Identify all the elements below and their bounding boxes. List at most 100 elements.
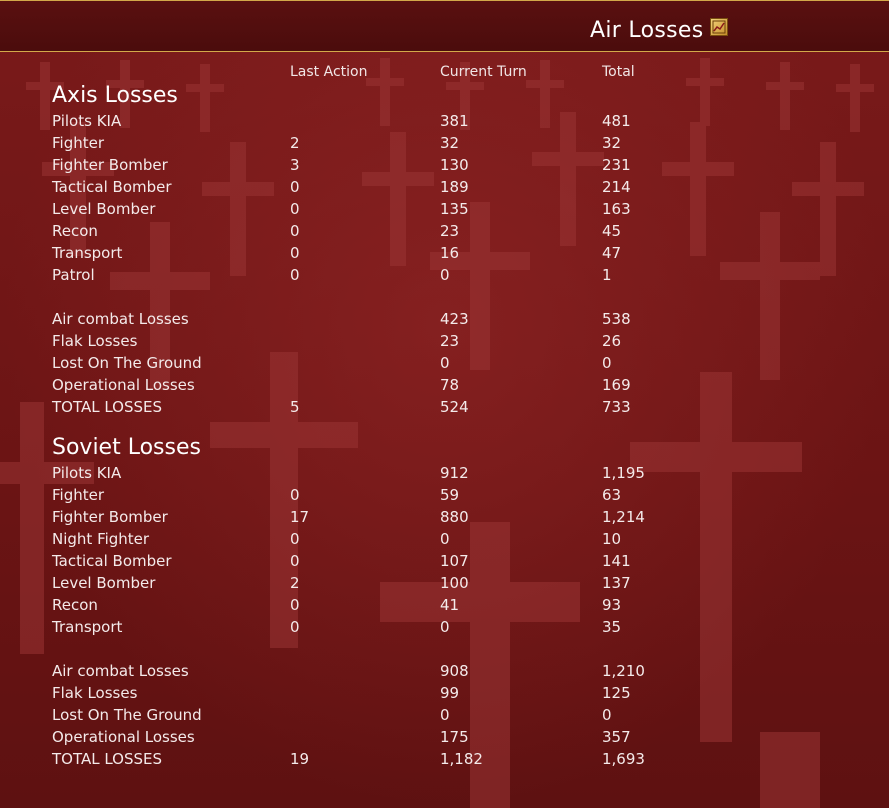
current-turn-value: 908 — [440, 662, 469, 680]
summary-row: Flak Losses 23 26 — [0, 332, 889, 354]
row-label: Fighter Bomber — [52, 156, 168, 174]
row-label: Fighter — [52, 134, 105, 152]
row-label: Fighter Bomber — [52, 508, 168, 526]
current-turn-value: 0 — [440, 706, 450, 724]
table-row: Patrol 0 0 1 — [0, 266, 889, 288]
row-label: TOTAL LOSSES — [52, 750, 163, 768]
last-action-value: 0 — [290, 618, 300, 636]
column-header-current-turn: Current Turn — [440, 64, 527, 80]
summary-row: Lost On The Ground 0 0 — [0, 706, 889, 728]
table-row: Fighter Bomber 17 880 1,214 — [0, 508, 889, 530]
current-turn-value: 100 — [440, 574, 469, 592]
table-row: Night Fighter 0 0 10 — [0, 530, 889, 552]
row-label: Operational Losses — [52, 728, 195, 746]
total-value: 733 — [602, 398, 631, 416]
current-turn-value: 78 — [440, 376, 460, 394]
last-action-value: 0 — [290, 266, 300, 284]
summary-row: Flak Losses 99 125 — [0, 684, 889, 706]
row-label: Transport — [52, 244, 123, 262]
current-turn-value: 524 — [440, 398, 469, 416]
table-row: Transport 0 16 47 — [0, 244, 889, 266]
current-turn-value: 135 — [440, 200, 469, 218]
table-row: Fighter 2 32 32 — [0, 134, 889, 156]
row-label: Lost On The Ground — [52, 706, 202, 724]
total-value: 1,693 — [602, 750, 645, 768]
total-value: 10 — [602, 530, 622, 548]
table-row: Fighter 0 59 63 — [0, 486, 889, 508]
chart-icon[interactable] — [710, 18, 728, 36]
summary-row: Lost On The Ground 0 0 — [0, 354, 889, 376]
last-action-value: 0 — [290, 200, 300, 218]
last-action-value: 0 — [290, 552, 300, 570]
current-turn-value: 880 — [440, 508, 469, 526]
current-turn-value: 912 — [440, 464, 469, 482]
total-value: 32 — [602, 134, 622, 152]
table-row: Recon 0 41 93 — [0, 596, 889, 618]
total-value: 481 — [602, 112, 631, 130]
total-value: 45 — [602, 222, 622, 240]
summary-row: Air combat Losses 423 538 — [0, 310, 889, 332]
row-label: Level Bomber — [52, 200, 156, 218]
current-turn-value: 23 — [440, 222, 460, 240]
row-label: Air combat Losses — [52, 662, 189, 680]
row-label: Pilots KIA — [52, 464, 122, 482]
total-value: 93 — [602, 596, 622, 614]
total-value: 26 — [602, 332, 622, 350]
current-turn-value: 99 — [440, 684, 460, 702]
current-turn-value: 107 — [440, 552, 469, 570]
window-title: Air Losses — [590, 18, 704, 43]
total-value: 169 — [602, 376, 631, 394]
row-label: Flak Losses — [52, 684, 138, 702]
soviet-section-title: Soviet Losses — [52, 435, 201, 460]
column-header-last-action: Last Action — [290, 64, 368, 80]
last-action-value: 0 — [290, 486, 300, 504]
total-value: 137 — [602, 574, 631, 592]
total-value: 63 — [602, 486, 622, 504]
total-value: 214 — [602, 178, 631, 196]
total-value: 538 — [602, 310, 631, 328]
total-value: 357 — [602, 728, 631, 746]
table-row: Pilots KIA 912 1,195 — [0, 464, 889, 486]
last-action-value: 5 — [290, 398, 300, 416]
last-action-value: 0 — [290, 244, 300, 262]
row-label: Pilots KIA — [52, 112, 122, 130]
current-turn-value: 423 — [440, 310, 469, 328]
current-turn-value: 381 — [440, 112, 469, 130]
column-header-total: Total — [602, 64, 635, 80]
row-label: Transport — [52, 618, 123, 636]
last-action-value: 19 — [290, 750, 310, 768]
total-value: 1,195 — [602, 464, 645, 482]
current-turn-value: 0 — [440, 618, 450, 636]
last-action-value: 0 — [290, 178, 300, 196]
total-value: 47 — [602, 244, 622, 262]
summary-row: Operational Losses 78 169 — [0, 376, 889, 398]
summary-row: Operational Losses 175 357 — [0, 728, 889, 750]
total-value: 163 — [602, 200, 631, 218]
row-label: Air combat Losses — [52, 310, 189, 328]
last-action-value: 0 — [290, 222, 300, 240]
total-value: 231 — [602, 156, 631, 174]
row-label: Patrol — [52, 266, 95, 284]
losses-panel: Last Action Current Turn Total Axis Loss… — [0, 52, 889, 808]
total-value: 35 — [602, 618, 622, 636]
axis-section-title: Axis Losses — [52, 83, 178, 108]
row-label: Operational Losses — [52, 376, 195, 394]
last-action-value: 17 — [290, 508, 310, 526]
total-value: 1 — [602, 266, 612, 284]
table-row: Recon 0 23 45 — [0, 222, 889, 244]
row-label: TOTAL LOSSES — [52, 398, 163, 416]
table-row: Level Bomber 0 135 163 — [0, 200, 889, 222]
row-label: Lost On The Ground — [52, 354, 202, 372]
current-turn-value: 1,182 — [440, 750, 483, 768]
total-value: 0 — [602, 354, 612, 372]
current-turn-value: 0 — [440, 530, 450, 548]
total-value: 1,214 — [602, 508, 645, 526]
cemetery-crosses-background — [0, 58, 874, 808]
table-row: Pilots KIA 381 481 — [0, 112, 889, 134]
total-row: TOTAL LOSSES 5 524 733 — [0, 398, 889, 420]
summary-row: Air combat Losses 908 1,210 — [0, 662, 889, 684]
row-label: Level Bomber — [52, 574, 156, 592]
table-row: Level Bomber 2 100 137 — [0, 574, 889, 596]
total-row: TOTAL LOSSES 19 1,182 1,693 — [0, 750, 889, 772]
table-row: Tactical Bomber 0 107 141 — [0, 552, 889, 574]
